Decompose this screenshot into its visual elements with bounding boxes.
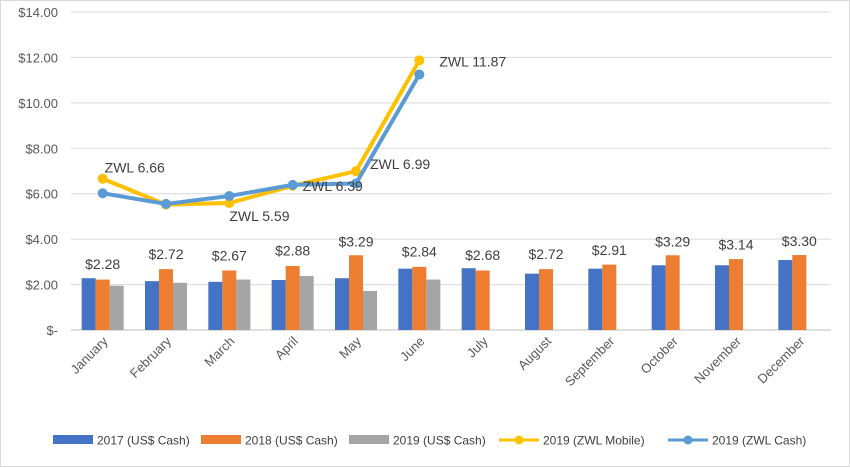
bar-data-label: $2.91 [592,242,627,258]
bar-2019-us-cash-february [173,282,187,330]
y-tick-label: $12.00 [18,50,58,65]
bar-2017-us-cash-july [461,268,476,330]
legend: 2017 (US$ Cash) 2018 (US$ Cash) 2019 (US$ … [53,434,806,448]
bar-2018-us-cash-january [95,279,110,330]
bar-2019-us-cash-april [299,275,314,330]
bar-2018-us-cash-october [665,255,680,330]
bar-2019-us-cash-may [363,290,377,330]
x-tick-label: February [127,333,175,381]
bar-2018-us-cash-march [222,270,237,330]
point-2019-zwl-cash [224,190,235,201]
line-series [97,55,425,210]
bar-2018-us-cash-february [159,269,173,330]
x-tick-label: August [515,333,554,372]
x-tick-label: May [336,333,364,361]
bar-data-label: $2.28 [85,256,120,272]
point-2019-zwl-mobile [97,173,108,184]
line-data-label: ZWL 5.59 [229,208,289,224]
y-tick-label: $- [46,323,58,338]
data-labels: $2.28 $2.72 $2.67 $2.88 $3.29 $2.84 $2.68 $2.72… [85,53,817,272]
x-axis: January February March April May June July Augu… [67,333,807,389]
bar-2018-us-cash-june [412,266,427,330]
legend-marker-2019-zwl-cash [683,435,693,445]
legend-label-2018-us-cash: 2018 (US$ Cash) [245,434,338,448]
x-tick-label: April [272,333,301,362]
bar-data-label: $3.14 [718,237,753,253]
point-2019-zwl-mobile [414,55,425,66]
y-tick-label: $14.00 [18,5,58,20]
x-tick-label: October [637,333,681,377]
bar-data-label: $2.72 [528,246,563,262]
bar-2018-us-cash-august [539,269,553,330]
bar-data-label: $3.30 [782,233,817,249]
legend-swatch-2017-us-cash [53,435,93,444]
bar-2018-us-cash-april [285,265,300,330]
bar-data-label: $2.84 [402,243,437,259]
legend-label-2019-us-cash: 2019 (US$ Cash) [393,434,486,448]
bar-2017-us-cash-june [398,268,413,330]
x-tick-label: March [201,334,237,370]
legend-swatch-2018-us-cash [201,435,241,444]
point-2019-zwl-cash [414,69,425,80]
bar-2017-us-cash-september [588,268,603,330]
line-data-label: ZWL 11.87 [439,53,506,69]
x-tick-label: November [691,333,744,386]
bar-2017-us-cash-december [778,260,793,330]
line-data-label: ZWL 6.66 [105,160,165,176]
y-tick-label: $6.00 [25,187,58,202]
legend-label-2019-zwl-cash: 2019 (ZWL Cash) [712,434,806,448]
bar-data-label: $2.67 [212,247,247,263]
bar-2018-us-cash-september [602,264,617,330]
gridlines [71,11,831,331]
y-tick-label: $8.00 [25,141,58,156]
bar-2017-us-cash-january [81,278,96,330]
bar-data-label: $2.88 [275,243,310,259]
point-2019-zwl-cash [351,178,361,189]
legend-swatch-2019-us-cash [349,435,389,444]
bar-2017-us-cash-november [715,265,729,330]
bar-2018-us-cash-november [729,259,743,330]
bar-2019-us-cash-january [109,285,124,330]
bar-2017-us-cash-march [208,281,223,330]
line-data-label: ZWL 6.99 [370,156,430,172]
x-tick-label: January [67,333,111,377]
bar-2017-us-cash-october [651,265,666,330]
bar-2017-us-cash-april [271,280,286,330]
bar-2019-us-cash-june [426,279,441,330]
bar-data-label: $2.72 [148,246,183,262]
x-tick-label: June [397,334,428,365]
bar-series [81,255,807,330]
y-tick-label: $2.00 [25,278,58,293]
y-tick-label: $10.00 [18,96,58,111]
x-tick-label: September [562,333,618,389]
bar-data-label: $3.29 [655,233,690,249]
point-2019-zwl-mobile [224,198,235,209]
line-data-label: ZWL 6.39 [303,178,363,194]
line-2019-zwl-mobile [101,59,422,207]
bar-data-label: $2.68 [465,247,500,263]
line-2019-zwl-cash [102,73,422,206]
point-2019-zwl-mobile [351,166,361,177]
y-tick-label: $4.00 [25,232,58,247]
bar-2017-us-cash-may [335,278,349,330]
bar-2017-us-cash-february [145,281,159,330]
x-tick-label: December [754,333,807,386]
y-axis: $- $2.00 $4.00 $6.00 $8.00 $10.00 $12.00 $14.00 [18,5,58,338]
x-tick-label: July [464,333,491,360]
bar-2018-us-cash-december [792,255,807,330]
legend-marker-2019-zwl-mobile [514,435,524,445]
bar-2018-us-cash-may [349,255,363,330]
legend-label-2017-us-cash: 2017 (US$ Cash) [97,434,190,448]
bar-2017-us-cash-august [525,273,539,330]
point-2019-zwl-cash [287,179,298,190]
point-2019-zwl-cash [97,188,108,199]
legend-label-2019-zwl-mobile: 2019 (ZWL Mobile) [543,434,645,448]
bar-data-label: $3.29 [338,233,373,249]
bar-2019-us-cash-march [236,279,251,330]
point-2019-zwl-cash [161,198,171,209]
bar-2018-us-cash-july [475,270,490,330]
